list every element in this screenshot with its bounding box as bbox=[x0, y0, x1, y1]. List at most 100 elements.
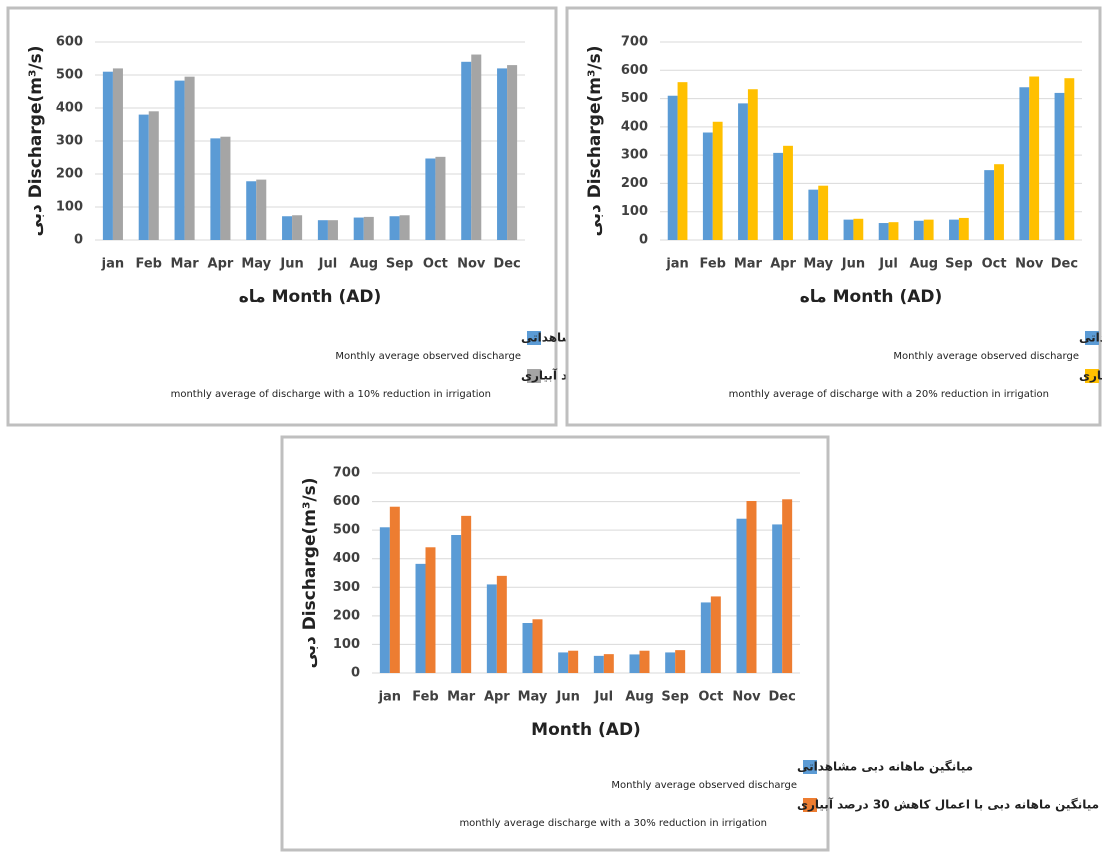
bar bbox=[138, 114, 149, 240]
x-tick-label: Sep bbox=[945, 257, 973, 272]
bar bbox=[629, 654, 640, 673]
x-tick-label: Nov bbox=[457, 257, 486, 272]
legend-swatch bbox=[803, 760, 817, 774]
y-tick-label: 500 bbox=[333, 523, 360, 538]
bar bbox=[425, 547, 436, 673]
bar bbox=[710, 596, 721, 673]
bar bbox=[853, 218, 864, 240]
bar bbox=[507, 65, 518, 240]
y-tick-label: 100 bbox=[621, 204, 648, 219]
y-tick-label: 700 bbox=[333, 466, 360, 481]
y-axis-title: دبی Discharge(m³/s) bbox=[300, 477, 320, 668]
bar bbox=[818, 185, 829, 240]
bar bbox=[451, 535, 462, 673]
x-tick-label: Jun bbox=[279, 257, 303, 272]
y-tick-label: 400 bbox=[56, 101, 83, 116]
x-tick-label: Dec bbox=[769, 690, 796, 705]
bar bbox=[379, 527, 390, 673]
x-axis-title: ماه Month (AD) bbox=[239, 287, 382, 307]
bar bbox=[292, 215, 303, 240]
bar bbox=[210, 138, 221, 240]
chart-panel: 0 100 200 300 400 500 600 700 jan Feb Mar Apr May Jun… bbox=[565, 6, 1102, 427]
y-tick-label: 100 bbox=[333, 637, 360, 652]
x-tick-label: Apr bbox=[208, 257, 234, 272]
x-tick-label: Feb bbox=[412, 690, 438, 705]
bar bbox=[102, 71, 113, 240]
chart-panel: 0 100 200 300 400 500 600 700 jan Feb Mar Apr May Jun… bbox=[280, 435, 1099, 852]
bar bbox=[843, 219, 854, 240]
bar bbox=[984, 170, 995, 240]
bar bbox=[958, 217, 969, 240]
y-tick-label: 200 bbox=[333, 608, 360, 623]
bar bbox=[148, 111, 159, 240]
bar bbox=[532, 619, 543, 673]
bar bbox=[184, 76, 195, 241]
x-tick-label: Mar bbox=[171, 257, 200, 272]
bar bbox=[667, 95, 678, 240]
legend-label-en: Monthly average observed discharge bbox=[335, 351, 521, 362]
bar bbox=[497, 68, 508, 241]
bar bbox=[353, 217, 364, 240]
bar bbox=[675, 650, 686, 673]
legend-label-en: Monthly average observed discharge bbox=[893, 351, 1079, 362]
bar bbox=[738, 103, 748, 240]
legend-label: میانگین ماهانه دبی با اعمال کاهش 20 درصد… bbox=[1079, 368, 1102, 383]
bar bbox=[639, 650, 650, 673]
bar bbox=[415, 563, 426, 673]
bar bbox=[282, 216, 293, 240]
bar bbox=[1019, 87, 1030, 240]
x-tick-label: Feb bbox=[700, 257, 726, 272]
x-tick-label: Aug bbox=[625, 690, 654, 705]
bar bbox=[913, 220, 924, 240]
y-tick-label: 0 bbox=[639, 233, 648, 248]
y-axis-title: دبی Discharge(m³/s) bbox=[26, 45, 46, 236]
x-tick-label: Jun bbox=[841, 257, 865, 272]
bar bbox=[949, 219, 959, 240]
bar bbox=[593, 655, 604, 673]
bar bbox=[317, 220, 328, 240]
bar bbox=[773, 152, 784, 240]
x-tick-label: Oct bbox=[423, 257, 448, 272]
bar bbox=[558, 652, 569, 673]
bar bbox=[782, 499, 793, 673]
y-tick-label: 500 bbox=[621, 91, 648, 106]
y-tick-label: 600 bbox=[56, 35, 83, 50]
bar bbox=[568, 650, 579, 673]
bar bbox=[327, 220, 338, 240]
legend-label-en: monthly average discharge with a 30% red… bbox=[459, 818, 767, 829]
bar bbox=[700, 602, 711, 673]
chart-panel: 0 100 200 300 400 500 600 jan Feb Mar Apr May Jun Jul… bbox=[6, 6, 823, 427]
bar bbox=[677, 82, 688, 240]
legend-swatch bbox=[1085, 369, 1099, 383]
x-tick-label: May bbox=[518, 690, 548, 705]
y-axis-title: دبی Discharge(m³/s) bbox=[585, 45, 605, 236]
legend-label: میانگین ماهانه دبی مشاهداتی bbox=[797, 760, 973, 774]
x-tick-label: Mar bbox=[734, 257, 763, 272]
x-tick-label: Mar bbox=[447, 690, 476, 705]
bar bbox=[461, 515, 472, 673]
y-tick-label: 400 bbox=[621, 119, 648, 134]
x-tick-label: May bbox=[241, 257, 271, 272]
bar bbox=[435, 156, 446, 240]
bar bbox=[746, 501, 757, 673]
x-axis-title: ماه Month (AD) bbox=[800, 287, 943, 307]
x-tick-label: Jul bbox=[594, 690, 614, 705]
x-tick-label: Aug bbox=[349, 257, 378, 272]
bar bbox=[736, 518, 747, 673]
bar bbox=[425, 158, 436, 240]
x-tick-label: Feb bbox=[136, 257, 162, 272]
bar bbox=[888, 222, 899, 240]
legend-label-en: monthly average of discharge with a 20% … bbox=[729, 389, 1049, 400]
bar bbox=[174, 80, 185, 240]
y-tick-label: 700 bbox=[621, 35, 648, 50]
x-tick-label: Jul bbox=[318, 257, 338, 272]
legend-swatch bbox=[527, 331, 541, 345]
y-tick-label: 300 bbox=[333, 580, 360, 595]
x-tick-label: Sep bbox=[661, 690, 689, 705]
y-tick-label: 300 bbox=[621, 148, 648, 163]
bar bbox=[220, 136, 231, 240]
x-tick-label: May bbox=[803, 257, 833, 272]
y-tick-label: 200 bbox=[56, 167, 83, 182]
x-tick-label: Nov bbox=[732, 690, 761, 705]
bar bbox=[496, 575, 507, 673]
